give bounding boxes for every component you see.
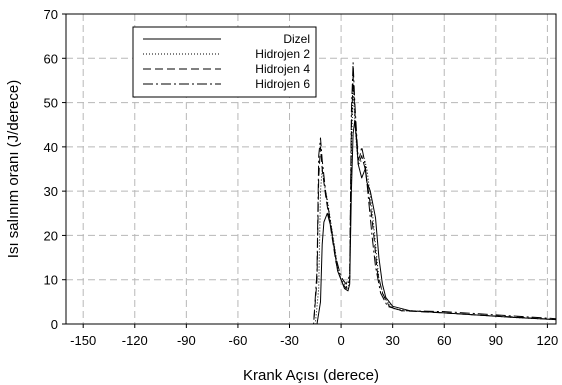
y-tick-label: 50 [44,96,58,111]
y-tick-label: 70 [44,7,58,22]
x-tick-label: 0 [337,333,344,348]
y-axis-label: Isı salınım oranı (J/derece) [5,80,22,258]
x-tick-label: -150 [70,333,96,348]
legend-label-1: Dizel [283,32,310,46]
plot-frame [65,13,557,325]
x-tick-label: -90 [177,333,196,348]
y-tick-label: 20 [44,228,58,243]
y-tick-label: 0 [51,317,58,332]
y-tick-label: 60 [44,51,58,66]
x-tick-label: 30 [385,333,399,348]
x-tick-label: -60 [229,333,248,348]
y-tick-label: 10 [44,273,58,288]
series-group [66,62,557,325]
x-tick-label: 90 [489,333,503,348]
x-tick-label: -30 [280,333,299,348]
axis-ticks: -150 -120 -90 -60 -30 0 30 60 90 120 0 10 20 30 40 50 60… [44,7,559,348]
x-tick-label: 120 [537,333,559,348]
x-tick-label: -120 [122,333,148,348]
x-tick-label: 60 [437,333,451,348]
x-axis-label: Krank Açısı (derece) [243,367,379,384]
legend-label-3: Hidrojen 4 [255,62,310,76]
legend-label-4: Hidrojen 6 [255,77,310,91]
legend-label-2: Hidrojen 2 [255,47,310,61]
grid [66,14,556,324]
series-line-1 [66,119,557,325]
series-line-2 [66,88,557,325]
y-tick-label: 40 [44,140,58,155]
y-tick-label: 30 [44,184,58,199]
series-line-4 [66,62,557,325]
series-line-3 [66,75,557,325]
